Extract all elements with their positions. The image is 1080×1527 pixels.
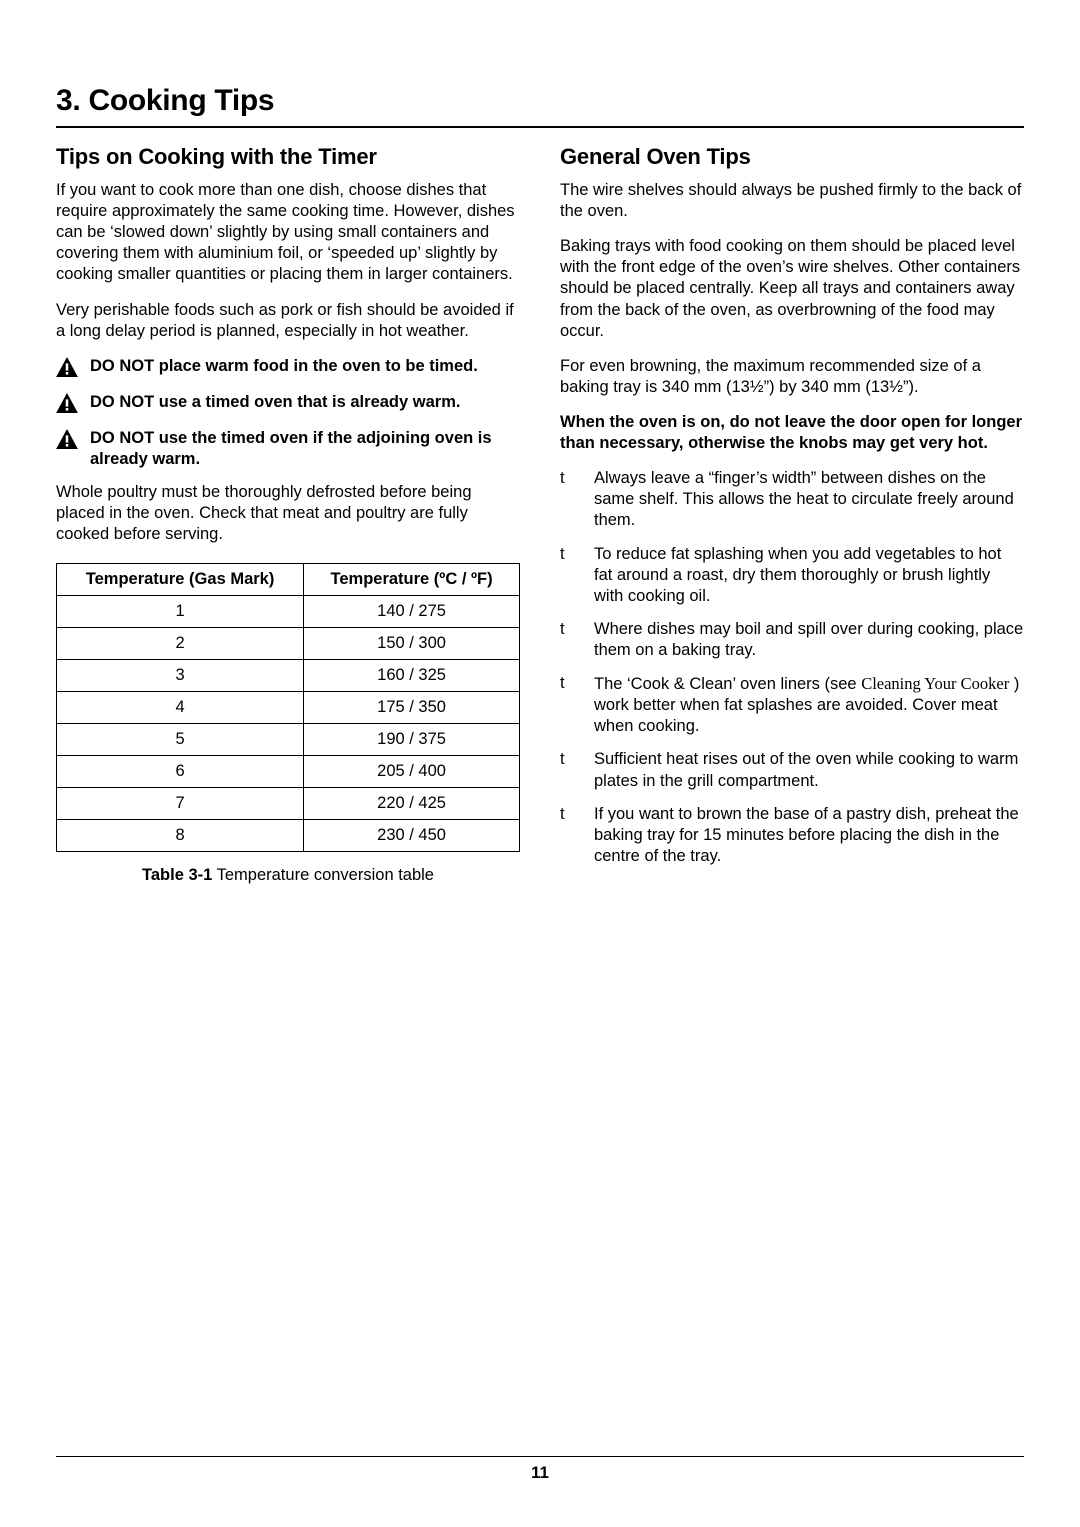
right-subheading: General Oven Tips xyxy=(560,144,1024,170)
table-cell: 8 xyxy=(57,820,304,852)
table-cell: 220 / 425 xyxy=(304,788,520,820)
table-row: 3160 / 325 xyxy=(57,660,520,692)
warning-icon xyxy=(56,429,78,454)
table-row: 6205 / 400 xyxy=(57,756,520,788)
right-para-3: For even browning, the maximum recommend… xyxy=(560,356,1024,398)
table-row: 5190 / 375 xyxy=(57,724,520,756)
table-cell: 6 xyxy=(57,756,304,788)
warning-text: DO NOT use the timed oven if the adjoini… xyxy=(90,428,520,470)
table-row: 7220 / 425 xyxy=(57,788,520,820)
left-subheading: Tips on Cooking with the Timer xyxy=(56,144,520,170)
table-cell: 190 / 375 xyxy=(304,724,520,756)
right-para-2: Baking trays with food cooking on them s… xyxy=(560,236,1024,342)
table-row: 4175 / 350 xyxy=(57,692,520,724)
list-item: t Where dishes may boil and spill over du… xyxy=(560,619,1024,661)
section-number: 3. xyxy=(56,84,80,117)
table-cell: 7 xyxy=(57,788,304,820)
warning-item: DO NOT use the timed oven if the adjoini… xyxy=(56,428,520,470)
bullet-mark: t xyxy=(560,749,574,791)
list-item: t Always leave a “finger’s width” between… xyxy=(560,468,1024,531)
table-cell: 2 xyxy=(57,628,304,660)
table-caption: Table 3-1 Temperature conversion table xyxy=(56,866,520,885)
bullet-text: To reduce fat splashing when you add veg… xyxy=(594,544,1024,607)
section-title-text: Cooking Tips xyxy=(88,84,274,117)
list-item: t To reduce fat splashing when you add ve… xyxy=(560,544,1024,607)
table-row: 2150 / 300 xyxy=(57,628,520,660)
table-cell: 5 xyxy=(57,724,304,756)
bullet-mark: t xyxy=(560,804,574,867)
warning-icon xyxy=(56,393,78,418)
left-column: Tips on Cooking with the Timer If you wa… xyxy=(56,144,520,885)
bullet-text: Sufficient heat rises out of the oven wh… xyxy=(594,749,1024,791)
warning-text: DO NOT place warm food in the oven to be… xyxy=(90,356,478,377)
right-para-1: The wire shelves should always be pushed… xyxy=(560,180,1024,222)
warning-item: DO NOT use a timed oven that is already … xyxy=(56,392,520,418)
table-header: Temperature (Gas Mark) xyxy=(57,564,304,596)
list-item: t If you want to brown the base of a past… xyxy=(560,804,1024,867)
table-cell: 160 / 325 xyxy=(304,660,520,692)
table-caption-text: Temperature conversion table xyxy=(212,866,434,884)
table-cell: 150 / 300 xyxy=(304,628,520,660)
section-rule xyxy=(56,126,1024,128)
list-item: t The ‘Cook & Clean’ oven liners (see Cl… xyxy=(560,673,1024,737)
footer-rule xyxy=(56,1456,1024,1457)
temperature-table: Temperature (Gas Mark) Temperature (ºC /… xyxy=(56,563,520,852)
bullet-mark: t xyxy=(560,673,574,737)
right-column: General Oven Tips The wire shelves shoul… xyxy=(560,144,1024,885)
right-bold-para: When the oven is on, do not leave the do… xyxy=(560,412,1024,454)
bullet-list: t Always leave a “finger’s width” between… xyxy=(560,468,1024,867)
warning-item: DO NOT place warm food in the oven to be… xyxy=(56,356,520,382)
bullet-text: If you want to brown the base of a pastr… xyxy=(594,804,1024,867)
table-cell: 175 / 350 xyxy=(304,692,520,724)
warning-icon xyxy=(56,357,78,382)
cross-reference: Cleaning Your Cooker xyxy=(861,674,1009,693)
table-cell: 140 / 275 xyxy=(304,596,520,628)
left-para-2: Very perishable foods such as pork or fi… xyxy=(56,300,520,342)
table-caption-label: Table 3-1 xyxy=(142,866,212,884)
table-cell: 205 / 400 xyxy=(304,756,520,788)
table-header: Temperature (ºC / ºF) xyxy=(304,564,520,596)
table-row: 8230 / 450 xyxy=(57,820,520,852)
section-title: 3. Cooking Tips xyxy=(56,84,1024,118)
bullet-mark: t xyxy=(560,468,574,531)
table-cell: 3 xyxy=(57,660,304,692)
bullet-text: Always leave a “finger’s width” between … xyxy=(594,468,1024,531)
bullet-text-pre: The ‘Cook & Clean’ oven liners (see xyxy=(594,675,861,693)
left-para-1: If you want to cook more than one dish, … xyxy=(56,180,520,286)
warning-list: DO NOT place warm food in the oven to be… xyxy=(56,356,520,470)
bullet-mark: t xyxy=(560,619,574,661)
list-item: t Sufficient heat rises out of the oven w… xyxy=(560,749,1024,791)
table-cell: 4 xyxy=(57,692,304,724)
page-number: 11 xyxy=(0,1463,1080,1483)
table-row: 1140 / 275 xyxy=(57,596,520,628)
table-cell: 1 xyxy=(57,596,304,628)
bullet-mark: t xyxy=(560,544,574,607)
bullet-text: Where dishes may boil and spill over dur… xyxy=(594,619,1024,661)
bullet-text: The ‘Cook & Clean’ oven liners (see Clea… xyxy=(594,673,1024,737)
warning-text: DO NOT use a timed oven that is already … xyxy=(90,392,460,413)
table-cell: 230 / 450 xyxy=(304,820,520,852)
left-para-3: Whole poultry must be thoroughly defrost… xyxy=(56,482,520,545)
